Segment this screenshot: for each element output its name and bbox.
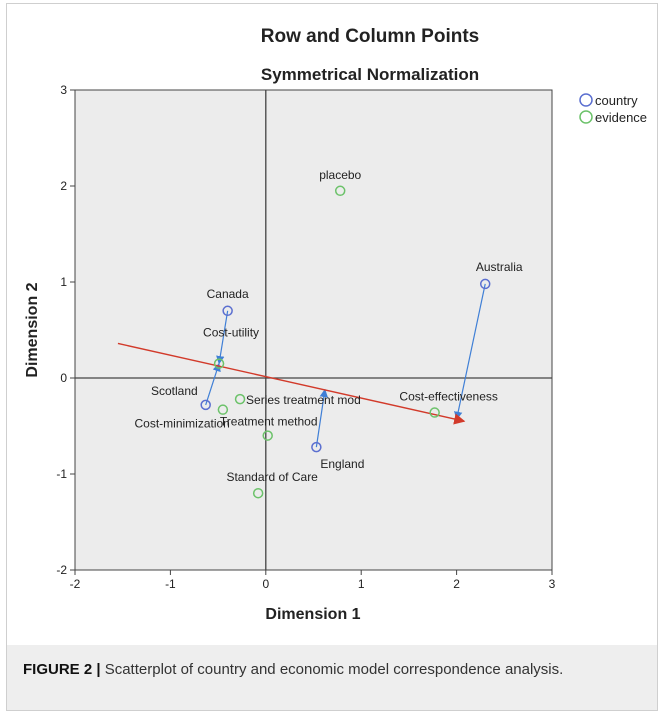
x-tick-label: -2 bbox=[70, 577, 81, 591]
point-australia bbox=[479, 278, 491, 290]
point-cost-minimization bbox=[217, 404, 229, 415]
label-standard-of-care: Standard of Care bbox=[226, 470, 318, 484]
point-cost-effectiveness bbox=[429, 407, 440, 418]
legend-label-evidence: evidence bbox=[595, 110, 647, 125]
y-tick-label: -2 bbox=[56, 563, 67, 577]
x-axis-label: Dimension 1 bbox=[265, 606, 360, 623]
caption-text: Scatterplot of country and economic mode… bbox=[100, 661, 564, 678]
point-scotland bbox=[200, 399, 211, 411]
label-series-treatment-mod: Series treatment mod bbox=[246, 393, 361, 407]
y-tick-label: 2 bbox=[60, 179, 67, 193]
point-canada bbox=[222, 305, 233, 317]
y-tick-label: 0 bbox=[60, 371, 67, 385]
caption-label: FIGURE 2 | bbox=[23, 661, 101, 678]
y-tick-label: 1 bbox=[60, 275, 67, 289]
point-labels: Canada Scotland England Australia placebo Cos… bbox=[135, 168, 523, 484]
legend-label-country: country bbox=[595, 93, 638, 108]
vector-arrow bbox=[205, 362, 221, 406]
label-cost-utility: Cost-utility bbox=[203, 326, 259, 340]
vector-arrow bbox=[315, 388, 328, 448]
label-cost-effectiveness: Cost-effectiveness bbox=[399, 390, 498, 404]
x-tick-label: 1 bbox=[358, 577, 365, 591]
vector-arrow bbox=[216, 310, 229, 365]
point-treatment-method bbox=[262, 430, 273, 441]
chart: Row and Column Points Symmetrical Normal… bbox=[24, 26, 647, 623]
arrows bbox=[117, 283, 486, 448]
chart-subtitle: Symmetrical Normalization bbox=[261, 65, 479, 84]
y-axis-label: Dimension 2 bbox=[24, 282, 41, 377]
chart-title: Row and Column Points bbox=[261, 26, 480, 47]
y-axis-ticks: -2 -1 0 1 2 3 bbox=[56, 83, 75, 577]
figure-caption: FIGURE 2 | Scatterplot of country and ec… bbox=[23, 659, 633, 681]
zero-lines bbox=[75, 90, 552, 570]
label-placebo: placebo bbox=[319, 168, 361, 182]
x-tick-label: 2 bbox=[453, 577, 460, 591]
x-tick-label: 0 bbox=[262, 577, 269, 591]
plot-area bbox=[74, 89, 553, 571]
label-treatment-method: Treatment method bbox=[220, 415, 318, 429]
y-tick-label: 3 bbox=[60, 83, 67, 97]
x-tick-label: -1 bbox=[165, 577, 176, 591]
x-axis-ticks: -2 -1 0 1 2 3 bbox=[70, 570, 556, 591]
legend-marker-evidence bbox=[579, 110, 593, 124]
trend-arrow bbox=[117, 342, 466, 425]
y-tick-label: -1 bbox=[56, 467, 67, 481]
point-placebo bbox=[334, 185, 346, 197]
point-standard-of-care bbox=[252, 487, 264, 499]
label-australia: Australia bbox=[476, 260, 523, 274]
label-cost-minimization: Cost-minimization bbox=[135, 417, 230, 431]
point-england bbox=[311, 441, 322, 453]
label-scotland: Scotland bbox=[151, 384, 198, 398]
label-england: England bbox=[320, 457, 364, 471]
legend: country evidence bbox=[579, 93, 647, 125]
point-series-treatment-mod bbox=[234, 393, 246, 405]
caption-area: FIGURE 2 | Scatterplot of country and ec… bbox=[6, 645, 658, 711]
data-points bbox=[200, 185, 491, 499]
vector-arrow bbox=[454, 283, 486, 421]
label-canada: Canada bbox=[207, 287, 249, 301]
x-tick-label: 3 bbox=[549, 577, 556, 591]
legend-marker-country bbox=[579, 93, 593, 107]
point-cost-utility bbox=[213, 358, 225, 369]
